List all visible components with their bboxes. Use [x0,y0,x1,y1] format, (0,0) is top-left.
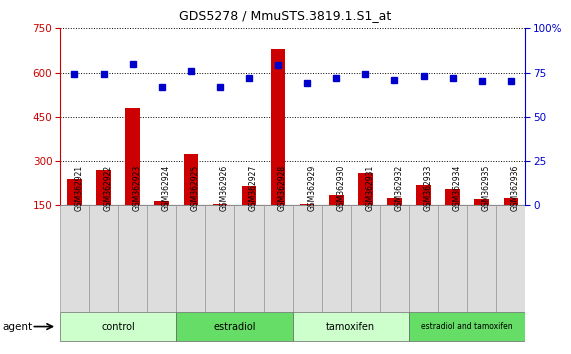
Text: estradiol: estradiol [213,321,256,332]
Bar [271,49,286,205]
Bar [67,179,82,205]
Bar [212,204,227,205]
Bar [387,198,402,205]
Bar [351,205,380,312]
Bar [206,205,235,312]
Bar [300,204,315,205]
Bar [147,205,176,312]
Bar [264,205,293,312]
Text: GDS5278 / MmuSTS.3819.1.S1_at: GDS5278 / MmuSTS.3819.1.S1_at [179,9,392,22]
Text: GSM362933: GSM362933 [424,164,432,211]
Text: GSM362934: GSM362934 [453,164,461,211]
Text: GSM362928: GSM362928 [278,165,287,211]
Text: GSM362932: GSM362932 [395,164,404,211]
Bar [96,170,111,205]
Text: tamoxifen: tamoxifen [326,321,375,332]
Bar [409,205,438,312]
Text: GSM362935: GSM362935 [482,164,490,211]
Text: GSM362923: GSM362923 [132,164,142,211]
Bar [235,205,264,312]
Text: GSM362925: GSM362925 [191,164,200,211]
Bar [176,312,293,341]
Text: estradiol and tamoxifen: estradiol and tamoxifen [421,322,513,331]
Bar [321,205,351,312]
Text: GSM362931: GSM362931 [365,164,375,211]
Text: GSM362936: GSM362936 [511,164,520,211]
Bar [60,312,176,341]
Text: control: control [101,321,135,332]
Bar [176,205,206,312]
Bar [445,189,460,205]
Text: GSM362921: GSM362921 [74,165,83,211]
Text: GSM362927: GSM362927 [249,164,258,211]
Bar [126,108,140,205]
Bar [467,205,496,312]
Bar [475,199,489,205]
Bar [358,173,373,205]
Bar [496,205,525,312]
Bar [183,154,198,205]
Text: GSM362924: GSM362924 [162,164,171,211]
Bar [60,205,89,312]
Bar [329,195,344,205]
Bar [380,205,409,312]
Bar [89,205,118,312]
Text: agent: agent [3,321,33,332]
Bar [504,198,518,205]
Bar [242,186,256,205]
Bar [293,312,409,341]
Text: GSM362922: GSM362922 [103,165,112,211]
Text: GSM362926: GSM362926 [220,164,229,211]
Bar [438,205,467,312]
Bar [416,185,431,205]
Text: GSM362929: GSM362929 [307,164,316,211]
Bar [293,205,321,312]
Bar [118,205,147,312]
Bar [409,312,525,341]
Bar [155,201,169,205]
Text: GSM362930: GSM362930 [336,164,345,211]
